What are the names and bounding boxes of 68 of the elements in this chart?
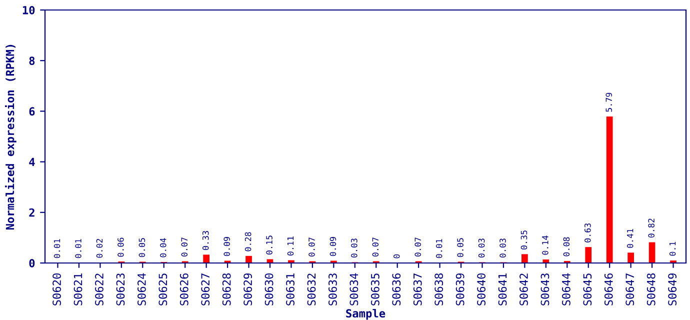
x-tick-label: S0635: [370, 274, 380, 306]
x-tick-label: S0627: [201, 274, 210, 306]
data-label: 0.09: [330, 237, 336, 256]
y-tick-label: 8: [29, 56, 35, 65]
x-tick-label: S0626: [180, 273, 188, 306]
x-tick-label: S0636: [392, 273, 401, 306]
data-label: 0.01: [75, 239, 82, 258]
x-tick-label: S0639: [456, 273, 464, 306]
x-tick-label: S0638: [434, 273, 444, 306]
data-label: 0.03: [351, 238, 358, 258]
x-tick-label: S0643: [540, 274, 550, 306]
x-tick-label: S0649: [668, 273, 677, 306]
data-label: 0.35: [520, 230, 528, 250]
data-label: 0.04: [160, 238, 166, 258]
data-label: 0.06: [118, 238, 124, 257]
data-label: 0.03: [478, 238, 485, 258]
data-label: 0.05: [457, 238, 464, 258]
x-tick-label: S0632: [307, 274, 316, 306]
data-label: 0.28: [244, 232, 252, 252]
y-tick-label: 6: [29, 107, 35, 116]
data-label: 0.07: [372, 238, 379, 257]
data-label: 0.82: [648, 218, 654, 238]
x-tick-label: S0631: [286, 273, 294, 306]
y-tick-label: 10: [22, 6, 35, 14]
x-tick-label: S0647: [626, 274, 634, 306]
x-tick-label: S0648: [646, 273, 656, 306]
data-label: 0.07: [308, 238, 315, 257]
data-label: 0.07: [181, 238, 188, 257]
y-tick-label: 4: [29, 158, 35, 166]
data-label: 0.15: [266, 236, 272, 254]
data-label: 0.01: [54, 239, 60, 258]
x-tick-label: S0646: [604, 273, 613, 306]
x-tick-label: S0644: [562, 273, 570, 306]
x-tick-label: S0642: [520, 274, 528, 306]
x-tick-label: S0641: [498, 273, 507, 306]
x-tick-label: S0629: [244, 273, 252, 306]
x-tick-label: S0633: [328, 274, 337, 306]
x-tick-label: S0630: [264, 273, 274, 306]
data-label: 5.79: [606, 92, 612, 112]
y-tick-label: 2: [29, 208, 34, 217]
data-label: 0.08: [563, 237, 570, 256]
data-label: 0.63: [584, 223, 591, 242]
data-label: 0.14: [542, 236, 548, 255]
x-tick-label: S0623: [116, 274, 125, 306]
x-tick-label: S0634: [350, 273, 358, 306]
data-label: 0.07: [414, 238, 422, 257]
x-tick-label: S0628: [222, 273, 231, 306]
x-tick-label: S0625: [158, 274, 168, 306]
data-label: 0.09: [224, 237, 230, 256]
x-tick-label: S0637: [413, 274, 422, 306]
x-tick-label: S0645: [583, 274, 592, 306]
data-label: 0.41: [626, 228, 634, 248]
x-tick-label: S0621: [74, 273, 82, 306]
data-label: 0.05: [138, 238, 146, 258]
x-axis-title: Sample: [346, 308, 386, 320]
data-label: 0.1: [669, 242, 676, 256]
x-tick-label: S0640: [477, 273, 486, 306]
x-tick-label: S0620: [52, 273, 61, 306]
y-axis-title: Normalized expression (RPKM): [5, 44, 16, 230]
data-label: 0.03: [500, 238, 506, 258]
data-label: 0.11: [287, 236, 294, 256]
data-label: 0.33: [202, 231, 209, 250]
data-label: 0.02: [96, 238, 103, 258]
y-tick-label: 0: [29, 258, 35, 268]
data-label: 0: [393, 254, 400, 258]
x-tick-label: S0622: [95, 274, 104, 306]
data-label: 0.01: [436, 239, 442, 258]
x-tick-label: S0624: [137, 273, 146, 306]
